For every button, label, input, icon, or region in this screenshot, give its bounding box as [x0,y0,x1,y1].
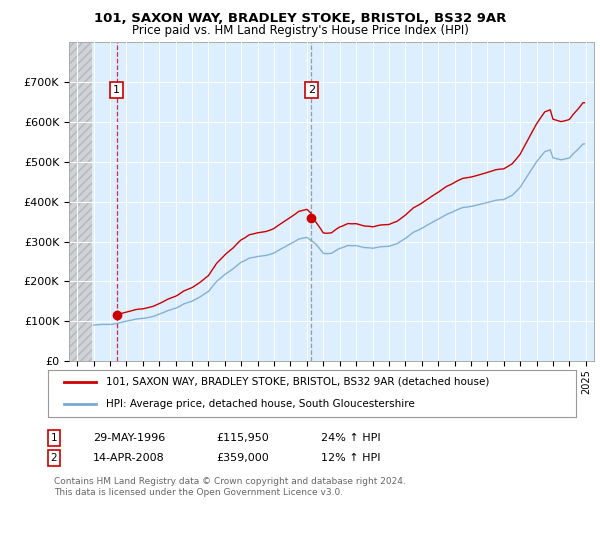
Text: Price paid vs. HM Land Registry's House Price Index (HPI): Price paid vs. HM Land Registry's House … [131,24,469,36]
Text: 24% ↑ HPI: 24% ↑ HPI [321,433,380,443]
Text: 2: 2 [308,85,315,95]
Text: Contains HM Land Registry data © Crown copyright and database right 2024.
This d: Contains HM Land Registry data © Crown c… [54,477,406,497]
Text: £115,950: £115,950 [216,433,269,443]
Text: £359,000: £359,000 [216,453,269,463]
Text: 1: 1 [50,433,58,443]
Text: 29-MAY-1996: 29-MAY-1996 [93,433,165,443]
Text: 12% ↑ HPI: 12% ↑ HPI [321,453,380,463]
Text: 101, SAXON WAY, BRADLEY STOKE, BRISTOL, BS32 9AR: 101, SAXON WAY, BRADLEY STOKE, BRISTOL, … [94,12,506,25]
Text: HPI: Average price, detached house, South Gloucestershire: HPI: Average price, detached house, Sout… [106,399,415,409]
Text: 2: 2 [50,453,58,463]
Bar [69,42,92,361]
Text: 1: 1 [113,85,120,95]
Text: 101, SAXON WAY, BRADLEY STOKE, BRISTOL, BS32 9AR (detached house): 101, SAXON WAY, BRADLEY STOKE, BRISTOL, … [106,376,490,386]
Text: 14-APR-2008: 14-APR-2008 [93,453,165,463]
